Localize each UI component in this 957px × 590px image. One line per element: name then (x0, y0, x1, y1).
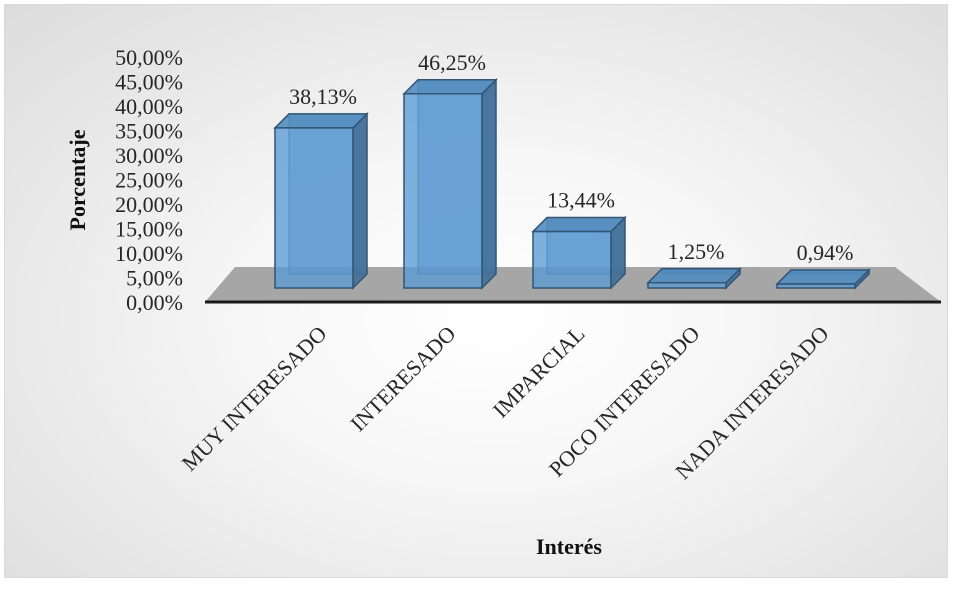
bar-front-face (776, 283, 856, 289)
bar (775, 268, 871, 290)
bar (273, 112, 369, 290)
data-label: 13,44% (547, 188, 615, 213)
data-label: 46,25% (418, 50, 486, 75)
bar (646, 266, 742, 290)
y-tick-label: 35,00% (115, 119, 183, 144)
x-category-label: MUY INTERESADO (177, 321, 332, 476)
y-tick-label: 30,00% (115, 143, 183, 168)
y-tick-label: 25,00% (115, 168, 183, 193)
x-category-label: IMPARCIAL (488, 321, 590, 423)
bar-side-face (352, 112, 368, 290)
bar-top-face (402, 79, 498, 95)
bar-top-face (531, 216, 627, 233)
x-category-label: INTERESADO (345, 321, 460, 436)
bar-front-face (532, 230, 612, 289)
bar-chart: 0,00%5,00%10,00%15,00%20,00%25,00%30,00%… (65, 45, 941, 559)
bar-top-face (646, 268, 742, 284)
bar-front-face (647, 282, 727, 289)
x-axis-title: Interés (536, 534, 602, 559)
bar-side-face (481, 77, 497, 290)
y-tick-label: 50,00% (115, 45, 183, 70)
y-tick-label: 5,00% (126, 266, 183, 291)
data-label: 0,94% (797, 240, 854, 265)
y-tick-label: 0,00% (126, 290, 183, 315)
bar-front-face (403, 93, 483, 289)
data-label: 38,13% (289, 84, 357, 109)
bar (531, 215, 627, 290)
y-tick-label: 10,00% (115, 241, 183, 266)
y-axis-title: Porcentaje (65, 129, 90, 230)
data-label: 1,25% (668, 239, 725, 264)
bar-top-face (775, 269, 871, 285)
y-tick-label: 15,00% (115, 217, 183, 242)
bar-top-face (273, 113, 369, 129)
y-tick-label: 45,00% (115, 70, 183, 95)
chart-area: 0,00% 5,00% 10,00% 15,00% 20,00% 25,00% 30,00%… (4, 4, 948, 578)
bar-front-face (274, 127, 354, 289)
bar (402, 77, 498, 290)
y-tick-label: 40,00% (115, 94, 183, 119)
y-tick-label: 20,00% (115, 192, 183, 217)
